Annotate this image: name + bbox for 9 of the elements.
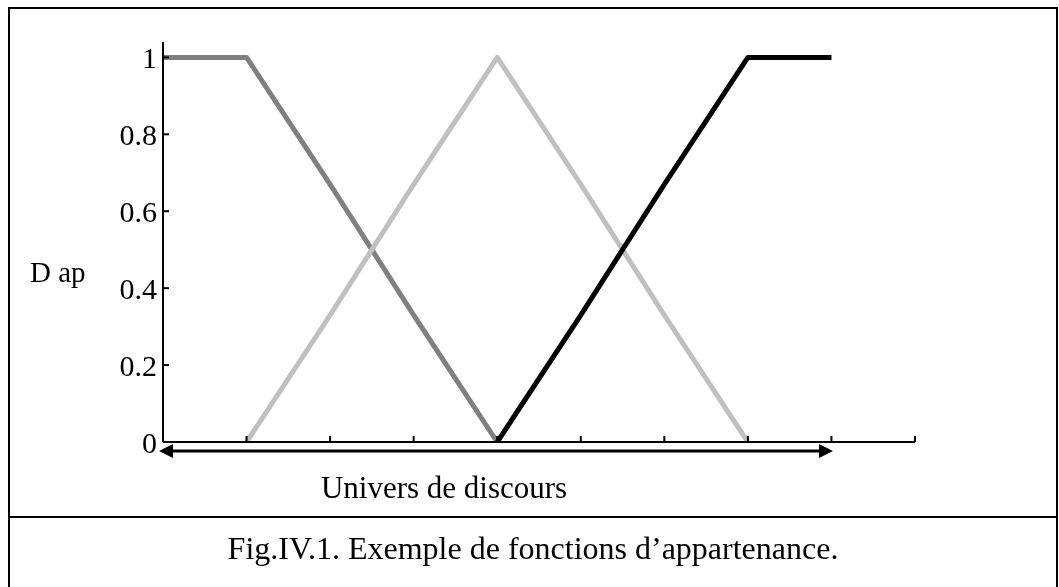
y-tick-label: 0.6 (119, 194, 157, 228)
y-tick-label: 0.4 (119, 271, 157, 305)
y-axis-title: D ap (30, 256, 86, 288)
y-tick-label: 0.2 (119, 348, 157, 382)
x-axis-title: Univers de discours (320, 469, 568, 505)
y-tick-label: 1 (142, 41, 157, 75)
y-tick-label: 0.8 (119, 117, 157, 151)
y-tick-label: 0 (142, 425, 157, 459)
text: Fig.IV.1. Exemple de fonctions d’appartenance. (226, 530, 840, 566)
